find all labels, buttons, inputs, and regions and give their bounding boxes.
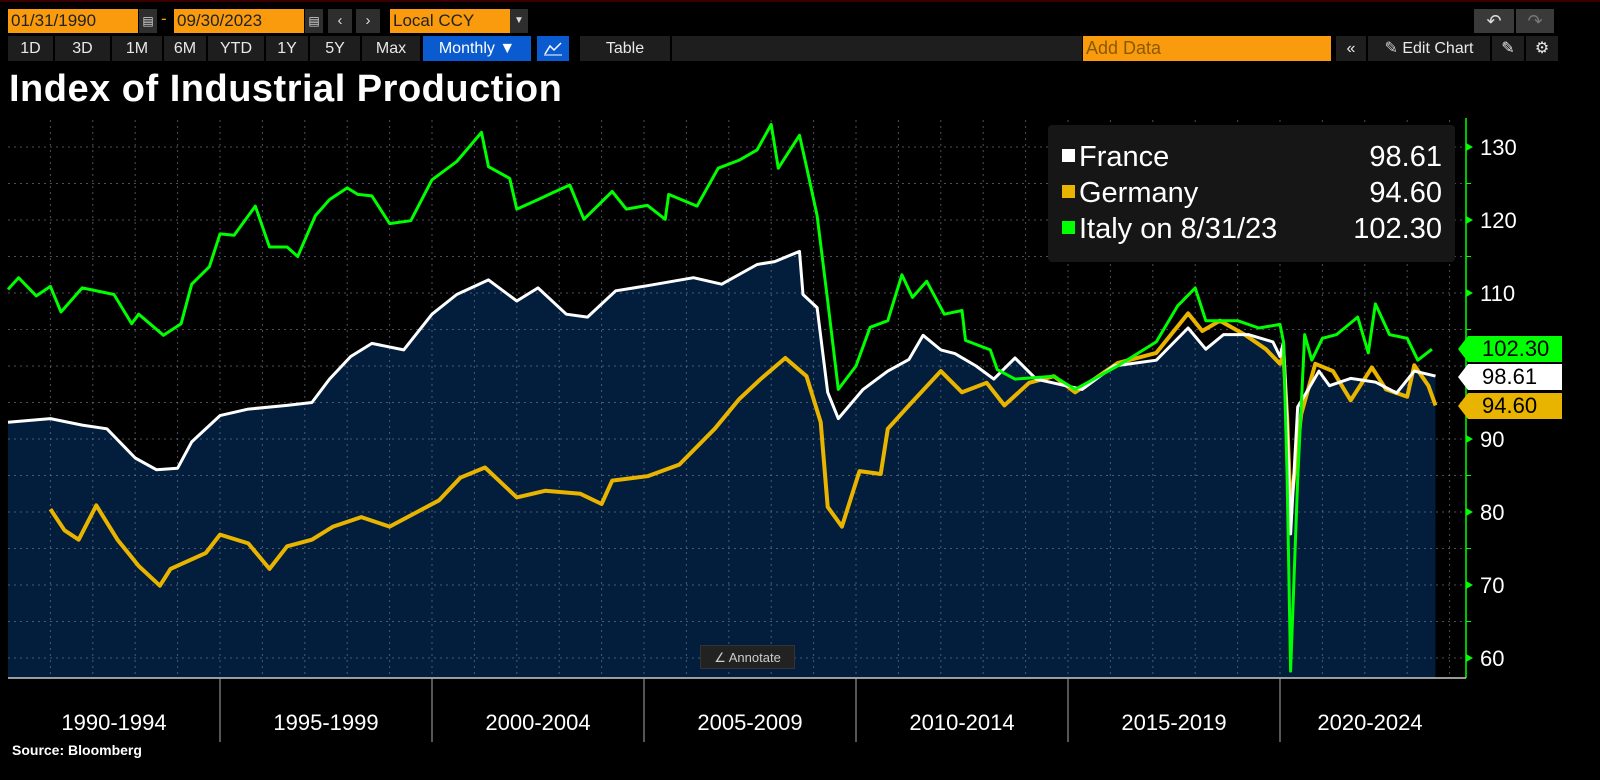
range-1y-button[interactable]: 1Y [266,36,308,61]
y-tick-label: 60 [1480,646,1504,671]
calendar-icon[interactable]: ▤ [139,9,157,33]
y-axis-tick-marker [1466,435,1473,443]
gear-icon[interactable]: ⚙ [1526,36,1558,61]
y-tick-label: 110 [1480,281,1515,306]
pencil-icon: ∠ [714,650,729,665]
y-tick-label: 130 [1480,135,1517,160]
tag-value: 94.60 [1482,393,1538,418]
y-axis-tick-marker [1466,654,1473,662]
chevron-left-icon[interactable]: ‹ [328,9,352,33]
last-value-tag-italy: 102.30 [1458,336,1562,362]
range-1m-button[interactable]: 1M [112,36,162,61]
chevron-right-icon[interactable]: › [356,9,380,33]
edit-chart-label: Edit Chart [1402,40,1474,57]
pencil-icon: ✎ [1384,40,1403,57]
annotate-button[interactable]: ∠ Annotate [700,645,795,669]
legend-swatch [1062,148,1075,162]
y-axis-tick-marker [1466,508,1473,516]
legend-swatch [1062,220,1075,234]
legend-label: Italy on 8/31/23 [1079,213,1278,245]
y-tick-label: 90 [1480,427,1504,452]
range-6m-button[interactable]: 6M [164,36,206,61]
annotate-label: Annotate [728,650,781,665]
series-line-italy [6,122,1433,673]
chart-title: Index of Industrial Production [9,68,563,110]
last-value-tag-germany: 94.60 [1458,393,1562,419]
y-tick-label: 120 [1480,208,1517,233]
x-period-label: 2015-2019 [1121,710,1226,735]
x-period-label: 1990-1994 [61,710,166,735]
x-period-label: 2000-2004 [485,710,590,735]
table-button[interactable]: Table [580,36,670,61]
legend-swatch [1062,184,1075,198]
tag-value: 102.30 [1482,336,1550,361]
double-chevron-left-icon[interactable]: « [1336,36,1366,61]
y-axis-tick-marker [1466,581,1473,589]
calendar-icon[interactable]: ▤ [305,9,323,33]
x-period-label: 2010-2014 [909,710,1014,735]
x-period-label: 2020-2024 [1317,710,1422,735]
start-date-input[interactable]: 01/31/1990 [8,9,138,33]
legend: France 98.61 Germany 94.60 Italy on 8/31/2… [1048,125,1455,262]
range-1d-button[interactable]: 1D [8,36,53,61]
redo-icon[interactable]: ↷ [1516,9,1554,33]
legend-value: 98.61 [1369,141,1442,173]
range-5y-button[interactable]: 5Y [310,36,360,61]
france-area-fill [8,251,1436,678]
undo-icon[interactable]: ↶ [1474,9,1514,33]
legend-label: France [1079,141,1170,173]
legend-value: 102.30 [1353,213,1442,245]
window-top-border [0,0,1600,2]
y-axis-tick-marker [1466,289,1473,297]
legend-item-italy: Italy on 8/31/23 102.30 [1062,211,1442,247]
line-chart-icon[interactable] [537,36,569,61]
currency-select[interactable]: Local CCY [390,9,510,33]
range-3d-button[interactable]: 3D [55,36,110,61]
y-axis-tick-marker [1466,143,1473,151]
legend-item-france: France 98.61 [1062,139,1442,175]
end-date-input[interactable]: 09/30/2023 [174,9,304,33]
y-axis-tick-marker [1466,216,1473,224]
y-tick-label: 70 [1480,573,1504,598]
range-ytd-button[interactable]: YTD [208,36,264,61]
legend-value: 94.60 [1369,177,1442,209]
range-max-button[interactable]: Max [362,36,420,61]
toolbar-spacer [672,36,1082,61]
source-note: Source: Bloomberg [12,742,142,758]
edit-notes-icon[interactable]: ✎ [1492,36,1524,61]
x-period-label: 1995-1999 [273,710,378,735]
caret-down-icon[interactable]: ▼ [510,9,528,33]
tag-value: 98.61 [1482,364,1538,389]
last-value-tag-france: 98.61 [1458,364,1562,390]
add-data-input[interactable]: Add Data [1083,36,1331,61]
legend-item-germany: Germany 94.60 [1062,175,1442,211]
edit-chart-button[interactable]: ✎ Edit Chart [1368,36,1490,61]
legend-label: Germany [1079,177,1199,209]
date-separator: - [161,9,167,28]
x-period-label: 2005-2009 [697,710,802,735]
y-tick-label: 80 [1480,500,1504,525]
frequency-dropdown[interactable]: Monthly ▼ [423,36,531,61]
